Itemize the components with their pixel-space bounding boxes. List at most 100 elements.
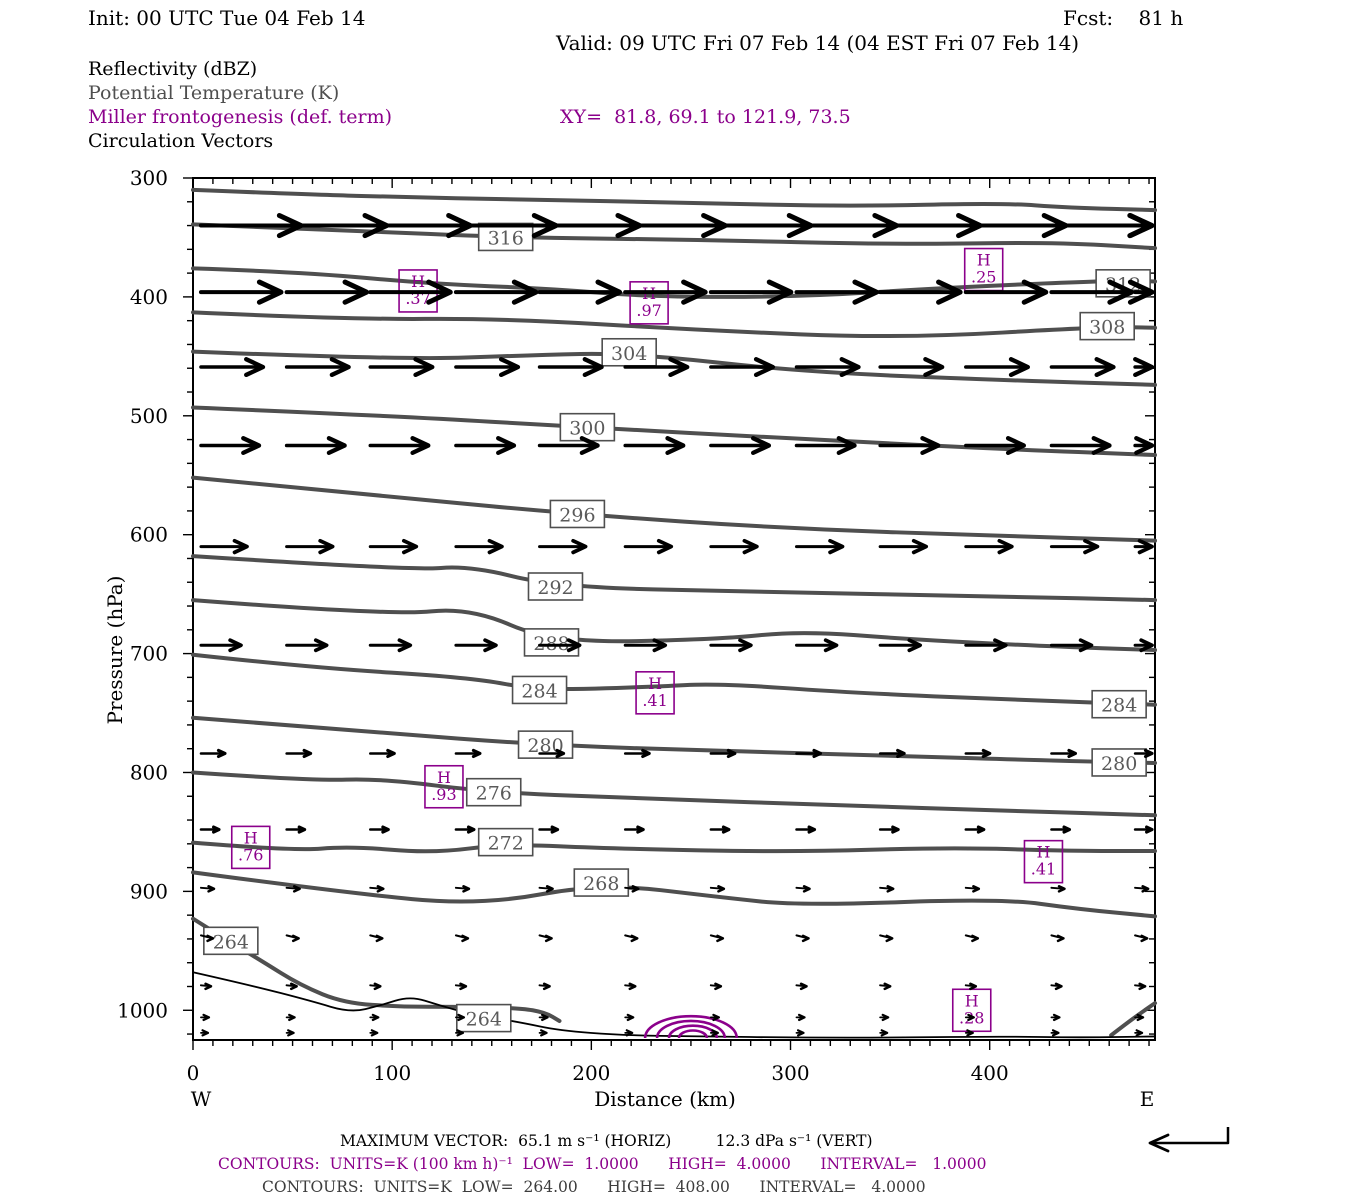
vector-arrow-head xyxy=(410,436,431,456)
y-tick-label: 900 xyxy=(130,879,168,903)
east-end-label: E xyxy=(1140,1087,1155,1111)
contour-label-text: 284 xyxy=(521,680,557,702)
vector-arrow-head xyxy=(936,279,963,305)
vector-arrow-head xyxy=(329,357,351,378)
vector-arrow-head xyxy=(1127,279,1155,305)
vector-arrow-head xyxy=(628,982,637,991)
reference-arrow-shaft xyxy=(1150,1127,1230,1145)
vector-arrow-head xyxy=(1067,748,1077,759)
vector-arrow-head xyxy=(1136,1013,1145,1022)
contour-label-box xyxy=(549,499,606,529)
vector-arrow-head xyxy=(318,538,335,555)
vector-arrow-head xyxy=(297,825,307,834)
plot-frame xyxy=(192,177,1156,1041)
vector-arrow-head xyxy=(1021,279,1049,305)
vector-arrow-head xyxy=(373,982,382,991)
vector-arrow-head xyxy=(1091,436,1112,456)
vector-arrow-head xyxy=(1134,436,1155,456)
vector-arrow-head xyxy=(206,934,215,943)
theta-contour-276 xyxy=(191,770,1157,818)
vector-arrow-head xyxy=(967,1013,975,1022)
vector-arrow-head xyxy=(1135,1029,1144,1037)
contour-label-text: 264 xyxy=(466,1009,502,1031)
h-label-text: H .93 xyxy=(431,768,456,804)
h-label-text: H .41 xyxy=(1031,843,1056,879)
vector-arrow-head xyxy=(981,748,992,759)
vector-arrow-head xyxy=(923,357,945,378)
vector-arrow-head xyxy=(721,825,731,834)
max-vector-note: MAXIMUM VECTOR: 65.1 m s⁻¹ (HORIZ) 12.3 … xyxy=(340,1132,873,1150)
valid-time-label: Valid: 09 UTC Fri 07 Feb 14 (04 EST Fri … xyxy=(556,31,1080,55)
vector-arrow-head xyxy=(456,1029,465,1037)
vector-arrow-head xyxy=(244,357,266,378)
vector-arrow-head xyxy=(313,638,329,653)
vector-arrow-head xyxy=(1052,1013,1061,1022)
vector-arrow-head xyxy=(401,538,419,555)
contour-label-box xyxy=(1079,311,1135,341)
vector-arrow-head xyxy=(839,357,861,378)
vector-arrow-head xyxy=(911,538,929,555)
vector-arrow-head xyxy=(823,638,839,653)
vector-arrow-head xyxy=(802,885,811,893)
h-label-text: H .28 xyxy=(959,991,984,1027)
h-label-box xyxy=(635,671,675,715)
contour-label-box xyxy=(203,926,259,956)
vector-arrow-head xyxy=(716,934,725,943)
vector-arrow-head xyxy=(630,934,639,943)
vector-arrow-head xyxy=(1005,436,1026,456)
vector-arrow-head xyxy=(891,825,900,834)
contour-label-text: 292 xyxy=(537,577,573,599)
vector-arrow-head xyxy=(1143,748,1154,759)
vector-arrow-head xyxy=(1139,638,1154,653)
vector-arrow-head xyxy=(201,1029,210,1037)
vector-arrow-head xyxy=(1094,357,1116,378)
vector-arrow-head xyxy=(717,885,726,893)
vector-arrow-head xyxy=(972,885,981,893)
legend-potential-temperature: Potential Temperature (K) xyxy=(88,82,340,104)
vector-arrow-head xyxy=(799,982,808,991)
vector-arrow-head xyxy=(204,982,213,991)
x-tick-label: 200 xyxy=(572,1061,610,1085)
vector-arrow-head xyxy=(413,357,435,378)
vector-arrow-head xyxy=(631,885,640,893)
h-label-text: H.97 xyxy=(636,284,661,320)
y-tick-label: 800 xyxy=(130,760,168,784)
legend-frontogenesis: Miller frontogenesis (def. term) xyxy=(88,106,393,128)
x-tick-label: 400 xyxy=(971,1061,1009,1085)
vector-arrow-head xyxy=(976,825,986,834)
frontogenesis-contour-2 xyxy=(655,1019,727,1039)
h-label-text: H .25 xyxy=(971,251,996,287)
vector-arrow-head xyxy=(881,1013,890,1022)
contour-label-box xyxy=(477,222,534,252)
contour-label-text: 284 xyxy=(1101,695,1137,717)
vector-arrow-head xyxy=(287,1029,295,1037)
vector-arrow-head xyxy=(738,638,753,653)
vector-arrow-head xyxy=(812,748,823,759)
theta-contour-268 xyxy=(191,870,1157,919)
contour-label-text: 304 xyxy=(611,343,647,365)
vector-arrow-head xyxy=(550,825,560,834)
vector-arrow-head xyxy=(652,638,668,653)
vector-arrow-head xyxy=(1054,982,1063,991)
vector-arrow-head xyxy=(595,279,623,305)
vector-arrow-head xyxy=(342,279,370,305)
vector-arrow-head xyxy=(1062,825,1071,834)
frontogenesis-contour-1 xyxy=(643,1014,739,1039)
contour-label-text: 276 xyxy=(476,783,512,805)
vector-arrow-head xyxy=(1107,279,1134,305)
vector-arrow-head xyxy=(212,825,221,834)
legend-circulation-vectors: Circulation Vectors xyxy=(88,130,274,152)
vector-arrow-head xyxy=(496,436,517,456)
vector-arrow-head xyxy=(753,357,776,378)
y-tick-label: 600 xyxy=(130,523,168,547)
vector-arrow-head xyxy=(681,279,708,305)
vector-arrow-head xyxy=(1078,638,1094,653)
vector-arrow-head xyxy=(665,436,686,456)
theta-contour-284 xyxy=(191,652,1157,707)
y-tick-label: 500 xyxy=(130,404,168,428)
vector-arrow-head xyxy=(326,436,347,456)
theta-contour-264 xyxy=(191,916,562,1023)
vector-arrow-head xyxy=(726,748,737,759)
vector-arrow-head xyxy=(1083,538,1100,555)
vector-arrow-head xyxy=(1145,825,1154,834)
